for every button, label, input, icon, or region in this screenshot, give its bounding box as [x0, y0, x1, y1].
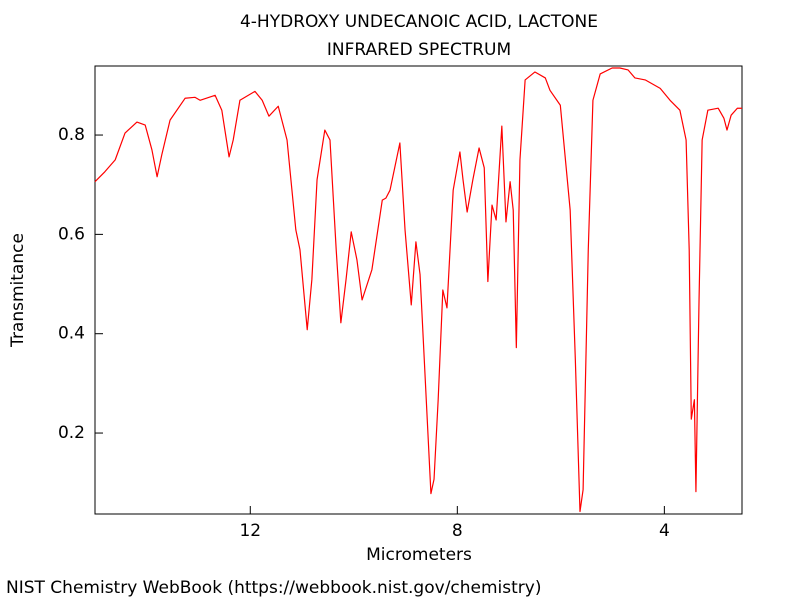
x-axis-label: Micrometers	[366, 545, 472, 565]
plot-frame	[94, 65, 743, 515]
y-tick-label: 0.6	[58, 224, 85, 244]
chart-subtitle: INFRARED SPECTRUM	[327, 40, 511, 60]
spectrum-line	[94, 67, 742, 513]
chart-title: 4-HYDROXY UNDECANOIC ACID, LACTONE	[240, 12, 598, 32]
y-tick-label: 0.2	[58, 423, 85, 443]
y-tick-label: 0.4	[58, 324, 85, 344]
y-tick-label: 0.8	[58, 125, 85, 145]
x-tick-label: 12	[239, 521, 261, 541]
source-note: NIST Chemistry WebBook (https://webbook.…	[6, 578, 541, 598]
y-axis-label: Transmitance	[8, 233, 28, 348]
x-tick-label: 8	[452, 521, 463, 541]
x-tick-label: 4	[659, 521, 670, 541]
